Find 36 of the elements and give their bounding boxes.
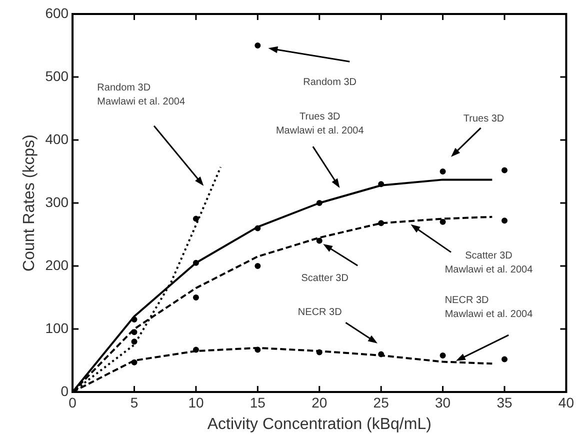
annotation: NECR 3D [298,307,342,318]
point [440,168,446,174]
x-tick-label: 15 [250,394,266,410]
x-tick-label: 5 [130,394,138,410]
annotation: NECR 3D Mawlawi et al. 2004 [444,294,534,320]
x-tick-label: 40 [558,394,574,410]
x-tick-label: 10 [188,394,204,410]
annotation: Random 3D Mawlawi et al. 2004 [97,82,186,108]
x-tick-label: 30 [435,394,451,410]
y-tick-label: 400 [45,130,69,147]
annotation: Trues 3D [463,113,504,124]
x-axis-title: Activity Concentration (kBq/mL) [207,416,432,433]
point [192,216,199,222]
y-axis-title: Count Rates (kcps) [21,134,38,272]
annotation: Random 3D [303,77,356,88]
y-tick-label: 200 [45,256,69,273]
y-tick-label: 600 [45,4,69,21]
point [192,294,199,300]
point [440,352,446,358]
point [254,42,261,48]
annotation: Trues 3D Mawlawi et al. 2004 [276,112,364,137]
point [502,356,508,362]
point [502,167,508,174]
x-tick-label: 35 [496,394,513,410]
point [316,238,322,244]
x-tick-label: 20 [312,394,328,410]
annotation: Scatter 3D Mawlawi et al. 2004 [444,250,534,276]
x-tick-label: 25 [373,394,390,410]
point [440,218,446,225]
annotation: Scatter 3D [301,272,348,284]
y-tick-label: 100 [45,320,69,336]
y-tick-label: 0 [60,382,69,399]
point [502,218,508,224]
y-tick-label: 500 [45,68,69,84]
y-tick-label: 300 [45,194,69,210]
point [254,263,261,269]
